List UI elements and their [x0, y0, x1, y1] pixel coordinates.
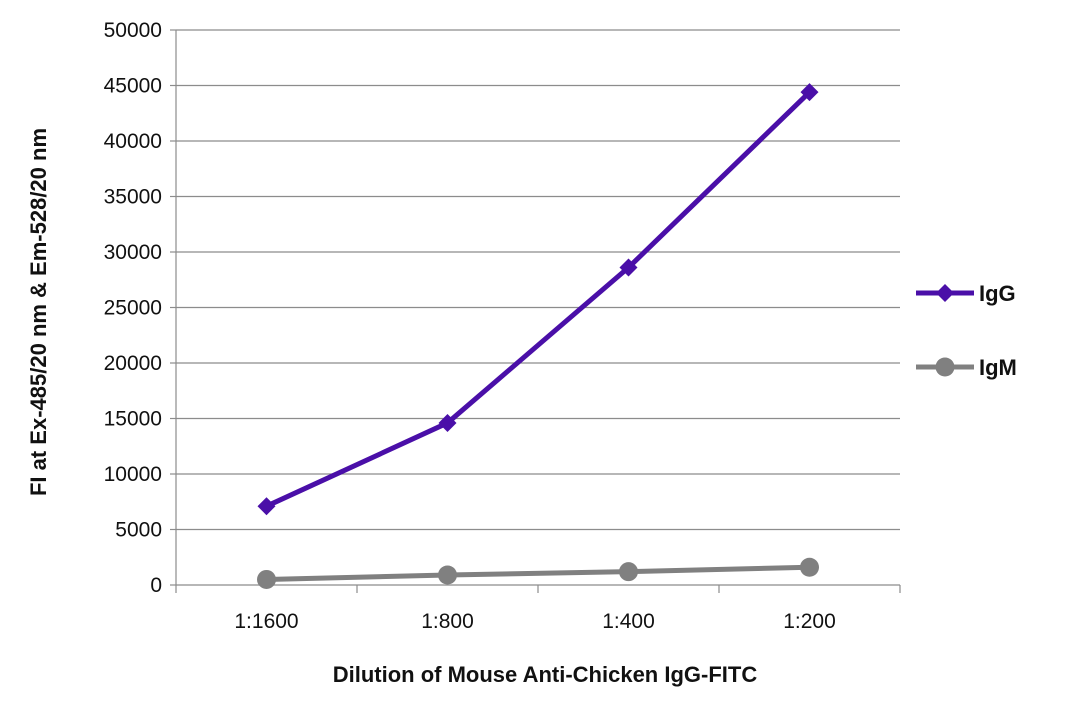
y-axis-title: FI at Ex-485/20 nm & Em-528/20 nm: [26, 128, 51, 496]
x-tick-labels: 1:1600 1:800 1:400 1:200: [234, 610, 835, 633]
y-tick-label: 50000: [104, 19, 162, 42]
legend-marker: [935, 357, 955, 377]
data-point: [800, 83, 819, 102]
legend-marker: [936, 284, 954, 302]
y-tick-label: 10000: [104, 463, 162, 486]
series-igg: [257, 83, 819, 516]
axes: [170, 29, 901, 593]
data-point: [257, 569, 276, 589]
y-tick-label: 45000: [104, 75, 162, 98]
data-point: [438, 565, 457, 585]
x-axis-title: Dilution of Mouse Anti-Chicken IgG-FITC: [333, 662, 758, 687]
series-igm: [257, 557, 819, 589]
data-point: [438, 413, 457, 432]
y-tick-label: 25000: [104, 297, 162, 320]
data-point: [619, 562, 638, 582]
y-tick-label: 15000: [104, 408, 162, 431]
y-tick-label: 30000: [104, 241, 162, 264]
series-layer: [257, 83, 819, 589]
series-line-igg: [264, 89, 812, 509]
legend: IgG IgM: [916, 281, 1017, 380]
y-tick-label: 5000: [115, 519, 162, 542]
y-tick-label: 20000: [104, 352, 162, 375]
x-tick-label: 1:1600: [234, 610, 298, 633]
gridlines: [176, 29, 900, 531]
x-tick-label: 1:800: [421, 610, 474, 633]
x-tick-label: 1:400: [602, 610, 655, 633]
data-point: [619, 258, 638, 277]
y-tick-labels: 0 5000 10000 15000 20000 25000 30000 35000 40000…: [104, 19, 162, 597]
legend-item-igm: IgM: [916, 355, 1017, 380]
x-tick-label: 1:200: [783, 610, 836, 633]
y-tick-label: 0: [150, 574, 162, 597]
y-tick-label: 40000: [104, 130, 162, 153]
legend-label: IgM: [979, 355, 1017, 380]
series-line-igm: [264, 564, 812, 582]
legend-item-igg: IgG: [916, 281, 1016, 306]
legend-label: IgG: [979, 281, 1016, 306]
data-point: [257, 497, 276, 516]
y-tick-label: 35000: [104, 186, 162, 209]
data-point: [800, 557, 819, 577]
